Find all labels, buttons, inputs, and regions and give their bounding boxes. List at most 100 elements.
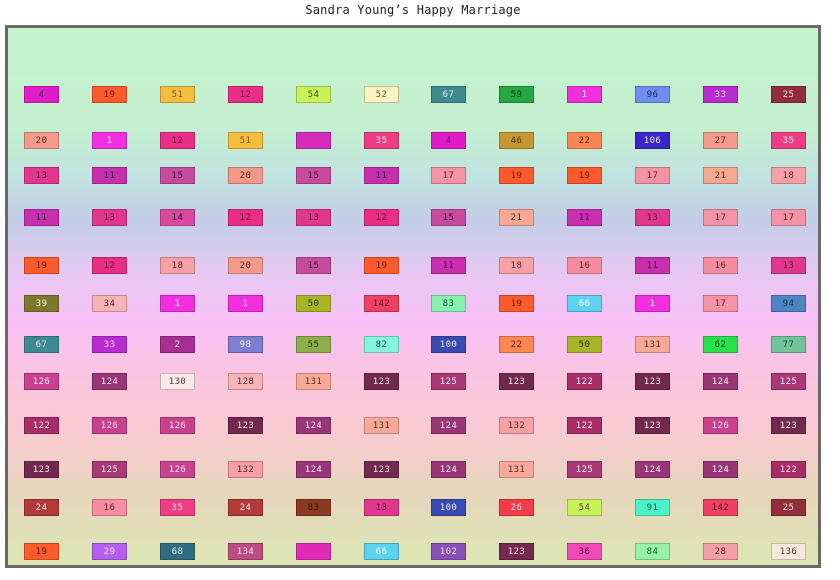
number-tile[interactable]: 124 [296, 461, 331, 478]
number-tile[interactable]: 126 [160, 417, 195, 434]
number-tile[interactable]: 122 [567, 373, 602, 390]
number-tile[interactable]: 11 [92, 167, 127, 184]
number-tile[interactable]: 19 [499, 295, 534, 312]
number-tile[interactable]: 54 [296, 86, 331, 103]
number-tile[interactable]: 19 [364, 257, 399, 274]
number-tile[interactable]: 11 [567, 209, 602, 226]
number-tile[interactable]: 13 [92, 209, 127, 226]
number-tile[interactable]: 17 [431, 167, 466, 184]
number-tile[interactable]: 13 [296, 209, 331, 226]
number-tile[interactable]: 82 [364, 336, 399, 353]
number-tile[interactable]: 67 [431, 86, 466, 103]
number-tile[interactable]: 126 [703, 417, 738, 434]
number-tile[interactable]: 132 [228, 461, 263, 478]
number-tile[interactable]: 19 [499, 167, 534, 184]
number-tile[interactable]: 136 [771, 543, 806, 560]
number-tile[interactable]: 1 [635, 295, 670, 312]
number-tile[interactable]: 124 [703, 373, 738, 390]
number-tile[interactable]: 68 [160, 543, 195, 560]
number-tile[interactable]: 19 [567, 167, 602, 184]
number-tile[interactable]: 100 [431, 336, 466, 353]
number-tile[interactable]: 52 [364, 86, 399, 103]
number-tile[interactable]: 29 [92, 543, 127, 560]
number-tile[interactable]: 77 [771, 336, 806, 353]
number-tile[interactable]: 17 [771, 209, 806, 226]
number-tile[interactable]: 11 [364, 167, 399, 184]
number-tile[interactable]: 28 [703, 543, 738, 560]
number-tile[interactable]: 59 [499, 86, 534, 103]
number-tile[interactable]: 15 [296, 167, 331, 184]
number-tile[interactable]: 46 [499, 132, 534, 149]
number-tile[interactable]: 34 [92, 295, 127, 312]
number-tile[interactable]: 11 [24, 209, 59, 226]
number-tile[interactable]: 13 [771, 257, 806, 274]
number-tile[interactable]: 124 [635, 461, 670, 478]
number-tile[interactable]: 1 [228, 295, 263, 312]
number-tile[interactable]: 102 [431, 543, 466, 560]
number-tile[interactable]: 132 [499, 417, 534, 434]
number-tile[interactable]: 33 [703, 86, 738, 103]
number-tile[interactable]: 15 [160, 167, 195, 184]
number-tile[interactable]: 125 [771, 373, 806, 390]
number-tile[interactable]: 11 [635, 257, 670, 274]
number-tile[interactable]: 12 [228, 86, 263, 103]
number-tile[interactable]: 19 [92, 86, 127, 103]
number-tile[interactable]: 27 [703, 132, 738, 149]
number-tile[interactable]: 51 [228, 132, 263, 149]
number-tile[interactable]: 124 [431, 461, 466, 478]
number-tile[interactable]: 18 [499, 257, 534, 274]
number-tile[interactable]: 1 [92, 132, 127, 149]
number-tile[interactable]: 20 [228, 167, 263, 184]
number-tile[interactable]: 35 [364, 132, 399, 149]
number-tile[interactable]: 4 [24, 86, 59, 103]
number-tile[interactable]: 22 [499, 336, 534, 353]
number-tile[interactable]: 142 [364, 295, 399, 312]
number-tile[interactable]: 14 [160, 209, 195, 226]
number-tile[interactable]: 50 [296, 295, 331, 312]
number-tile[interactable]: 16 [703, 257, 738, 274]
number-tile[interactable]: 123 [771, 417, 806, 434]
number-tile[interactable]: 106 [635, 132, 670, 149]
number-tile[interactable]: 94 [771, 295, 806, 312]
number-tile[interactable]: 66 [567, 295, 602, 312]
number-tile[interactable]: 131 [499, 461, 534, 478]
number-tile[interactable]: 1 [567, 86, 602, 103]
number-tile[interactable]: 33 [92, 336, 127, 353]
number-tile[interactable]: 25 [771, 499, 806, 516]
number-tile[interactable]: 84 [635, 543, 670, 560]
number-tile[interactable]: 126 [92, 417, 127, 434]
number-tile[interactable]: 25 [771, 86, 806, 103]
number-tile[interactable]: 96 [635, 86, 670, 103]
number-tile[interactable]: 131 [635, 336, 670, 353]
number-tile[interactable]: 35 [771, 132, 806, 149]
number-tile[interactable]: 66 [364, 543, 399, 560]
number-tile[interactable]: 17 [635, 167, 670, 184]
number-tile[interactable]: 54 [567, 499, 602, 516]
number-tile[interactable]: 36 [567, 543, 602, 560]
number-tile[interactable]: 4 [431, 132, 466, 149]
number-tile[interactable]: 125 [92, 461, 127, 478]
number-tile[interactable]: 62 [703, 336, 738, 353]
number-tile[interactable]: 124 [92, 373, 127, 390]
number-tile[interactable]: 18 [160, 257, 195, 274]
number-tile[interactable]: 125 [431, 373, 466, 390]
number-tile[interactable]: 123 [499, 543, 534, 560]
number-tile[interactable]: 11 [431, 257, 466, 274]
number-tile[interactable] [296, 132, 331, 149]
number-tile[interactable]: 100 [431, 499, 466, 516]
number-tile[interactable]: 124 [296, 417, 331, 434]
number-tile[interactable]: 13 [24, 167, 59, 184]
number-tile[interactable]: 125 [567, 461, 602, 478]
number-tile[interactable]: 12 [160, 132, 195, 149]
number-tile[interactable]: 123 [24, 461, 59, 478]
number-tile[interactable]: 22 [567, 132, 602, 149]
number-tile[interactable]: 13 [364, 499, 399, 516]
number-tile[interactable]: 134 [228, 543, 263, 560]
number-tile[interactable]: 98 [228, 336, 263, 353]
number-tile[interactable]: 12 [364, 209, 399, 226]
number-tile[interactable]: 123 [499, 373, 534, 390]
number-tile[interactable]: 123 [364, 373, 399, 390]
number-tile[interactable]: 15 [431, 209, 466, 226]
number-tile[interactable]: 24 [24, 499, 59, 516]
number-tile[interactable]: 123 [635, 417, 670, 434]
